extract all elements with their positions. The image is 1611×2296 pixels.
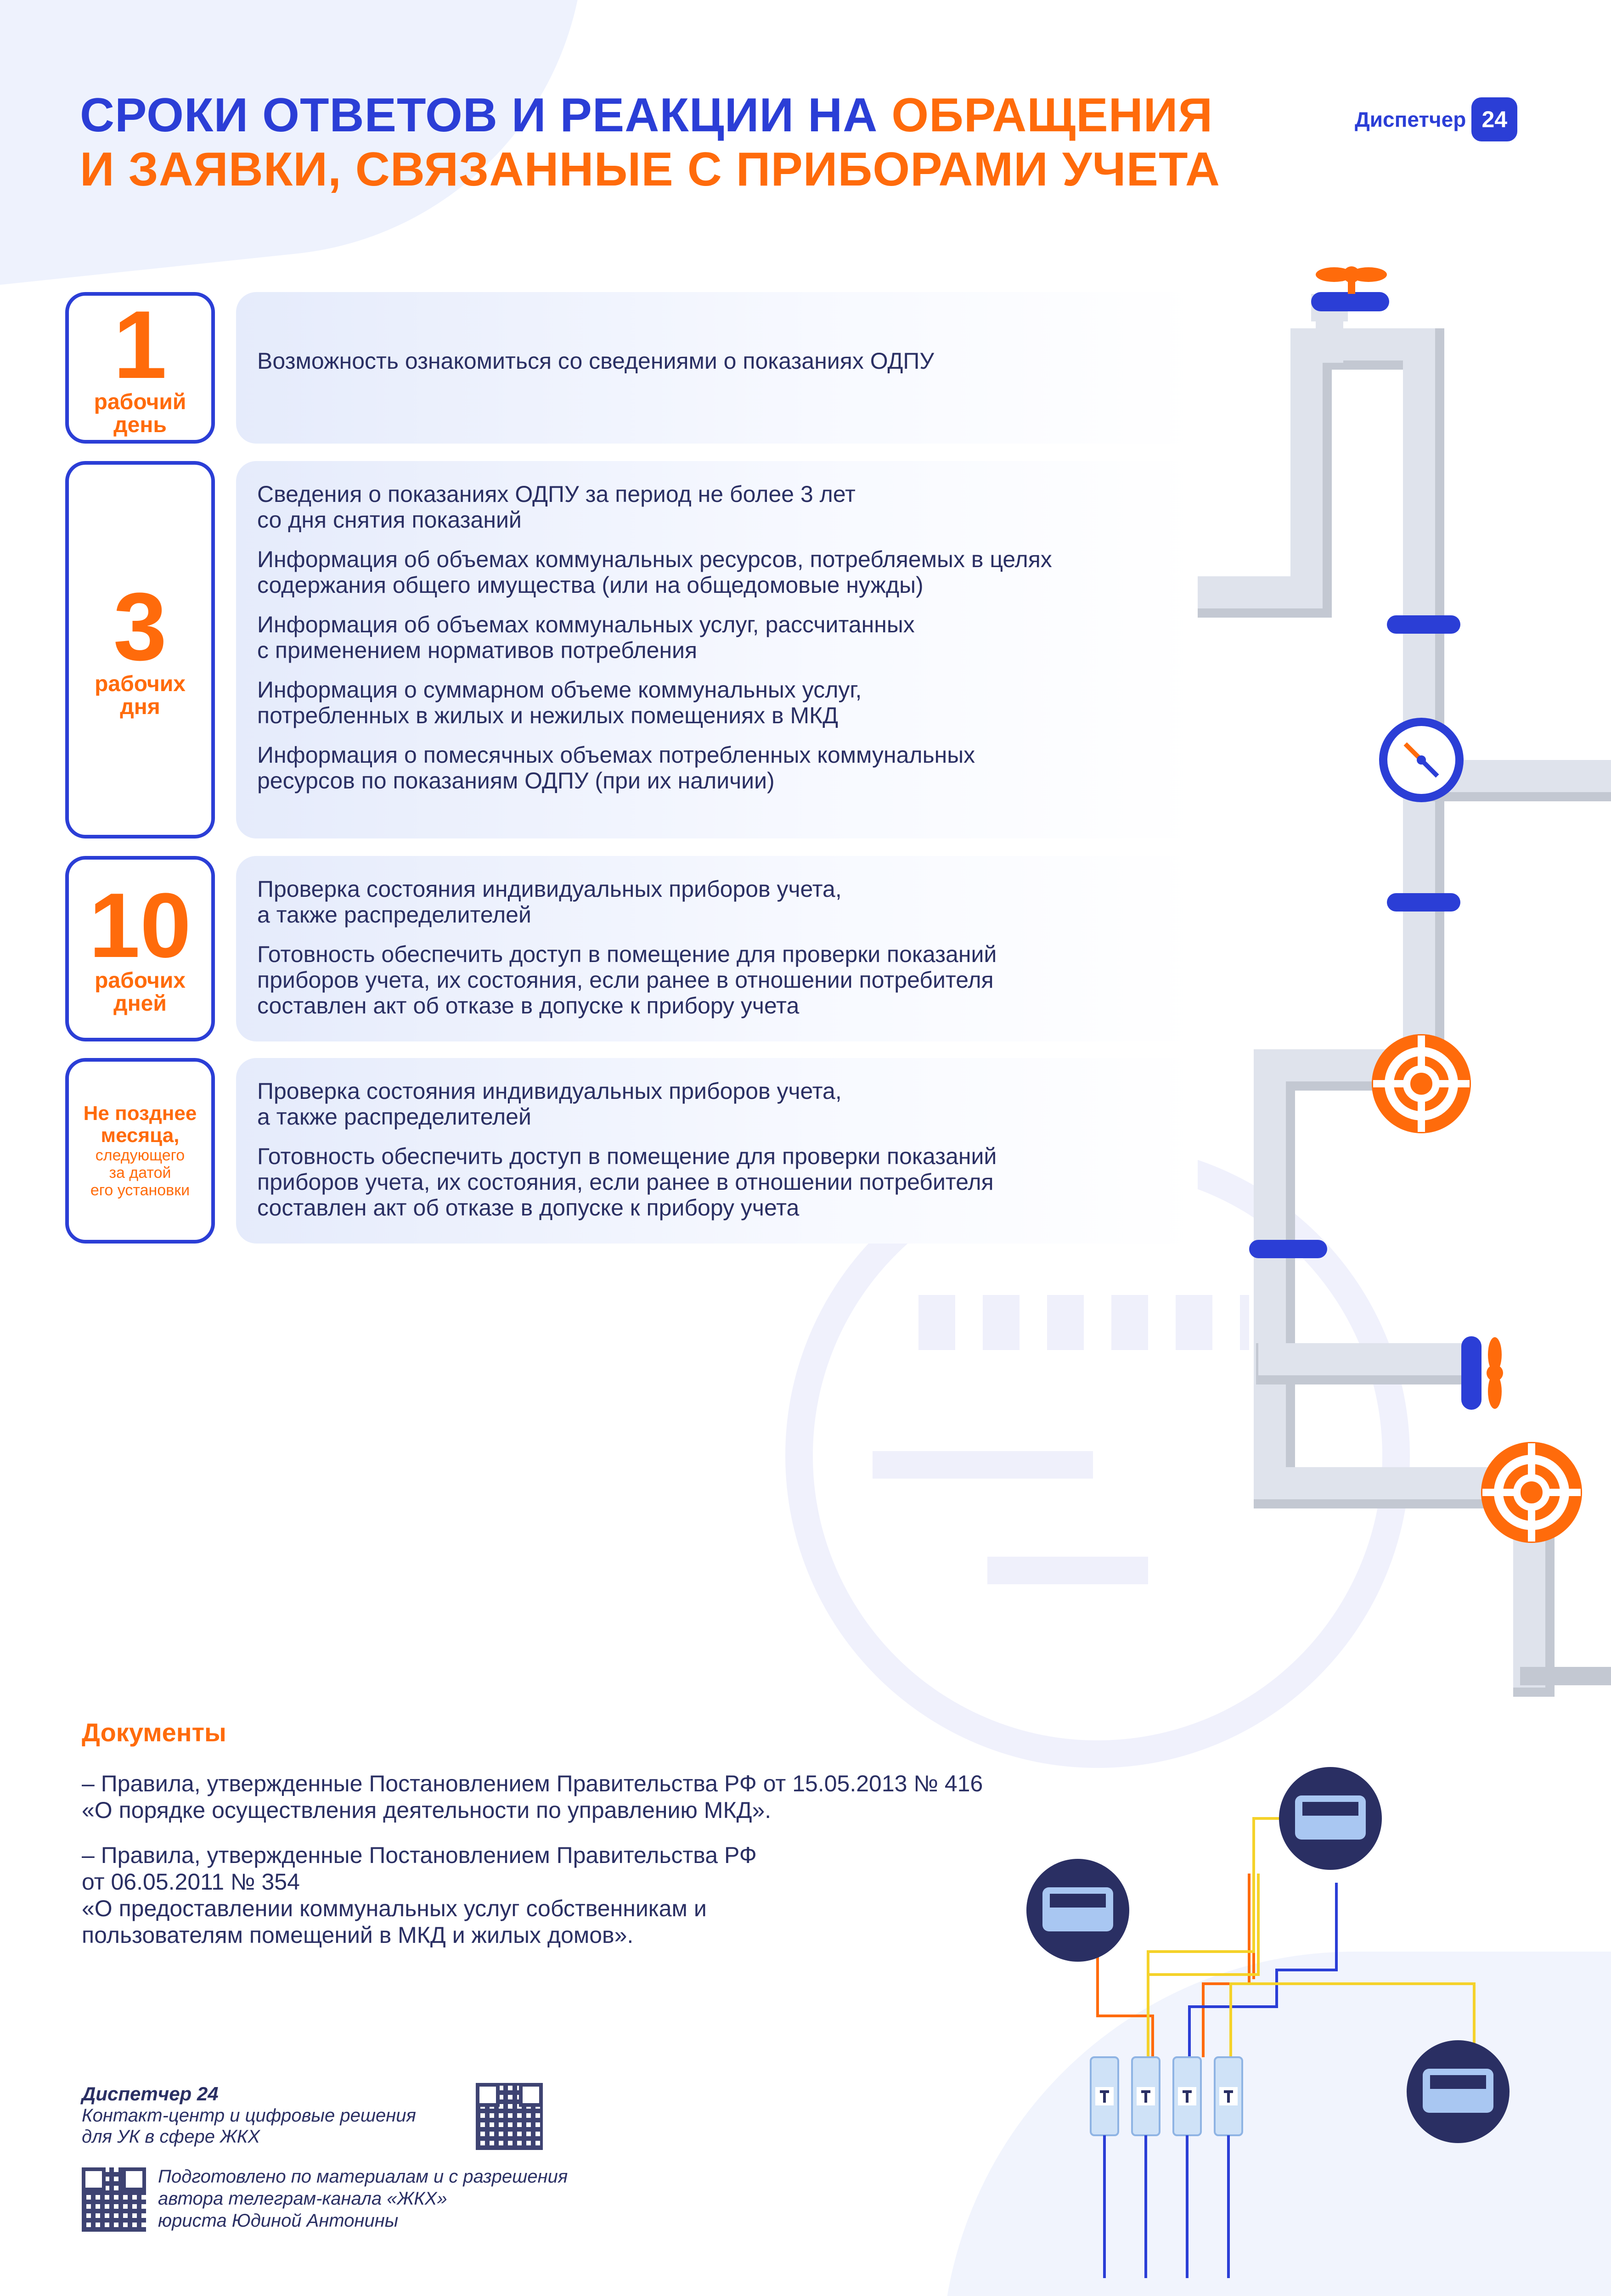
term-card: Проверка состояния индивидуальных прибор… [236,1058,1198,1244]
term-subtitle: следующего за датой его установки [90,1147,190,1199]
card-item: Готовность обеспечить доступ в помещение… [257,1143,997,1221]
term-badge: 3 рабочих дня [65,461,215,838]
term-number: 1 [113,291,167,399]
page-title: СРОКИ ОТВЕТОВ И РЕАКЦИИ НА ОБРАЩЕНИЯ И З… [80,88,1320,197]
logo-badge: 24 [1471,97,1518,141]
term-card: Проверка состояния индивидуальных прибор… [236,856,1198,1041]
title-part: И ЗАЯВКИ, СВЯЗАННЫЕ С ПРИБОРАМИ УЧЕТА [80,143,1221,196]
card-item: Информация об объемах коммунальных ресур… [257,546,1052,598]
term-number: 3 [113,573,167,681]
pressure-gauge-icon [1379,718,1464,802]
electric-meter-icon [1407,2040,1510,2143]
documents-title: Документы [82,1718,226,1747]
pipe-coupling [1387,893,1460,912]
card-item: Информация о суммарном объеме коммунальн… [257,677,862,728]
card-item: Проверка состояния индивидуальных прибор… [257,876,842,928]
card-item: Проверка состояния индивидуальных прибор… [257,1078,842,1130]
title-part: ОБРАЩЕНИЯ [891,89,1213,142]
card-item: Информация об объемах коммунальных услуг… [257,612,915,663]
title-part: СРОКИ ОТВЕТОВ И РЕАКЦИИ НА [80,89,892,142]
term-badge: 10 рабочих дней [65,856,215,1041]
term-badge: Не позднее месяца, следующего за датой е… [65,1058,215,1244]
card-item: Информация о помесячных объемах потребле… [257,742,975,793]
card-item: Возможность ознакомиться со сведениями о… [257,348,935,374]
qr-code[interactable] [476,2083,543,2150]
footer-subtitle: Контакт-центр и цифровые решения для УК … [82,2105,416,2147]
valve-icon [1461,1336,1503,1410]
card-item: Готовность обеспечить доступ в помещение… [257,941,997,1019]
footer-brand-block: Диспетчер 24 Контакт-центр и цифровые ре… [82,2083,477,2147]
document-item: – Правила, утвержденные Постановлением П… [82,1771,983,1823]
term-unit: рабочий день [94,389,186,437]
documents-section: Документы – Правила, утвержденные Постан… [82,1717,1092,1967]
electric-meter-icon [1279,1767,1382,1870]
card-item: Сведения о показаниях ОДПУ за период не … [257,481,856,533]
term-card: Сведения о показаниях ОДПУ за период не … [236,461,1198,838]
term-title: Не позднее месяца, [83,1102,197,1147]
term-unit: рабочих дня [95,671,186,719]
valve-icon [1311,266,1389,321]
term-unit: рабочих дней [95,968,186,1016]
term-number: 10 [89,874,192,977]
electric-meter-icon [1026,1859,1129,1962]
term-card: Возможность ознакомиться со сведениями о… [236,292,1198,444]
wheel-valve-icon [1372,1034,1471,1133]
timeline-row: 10 рабочих дней Проверка состояния индив… [65,856,1198,1041]
timeline-row: 1 рабочий день Возможность ознакомиться … [65,292,1198,444]
qr-code[interactable] [82,2167,146,2232]
circuit-breakers-icon [1090,2056,1243,2278]
document-item: – Правила, утвержденные Постановлением П… [82,1842,757,1948]
footer-brand: Диспетчер 24 [82,2083,219,2105]
timeline-row: 3 рабочих дня Сведения о показаниях ОДПУ… [65,461,1198,838]
pipe-coupling [1387,615,1460,634]
timeline-row: Не позднее месяца, следующего за датой е… [65,1058,1198,1244]
brand-logo: Диспетчер 24 [1355,97,1518,141]
pipe-coupling [1249,1240,1327,1258]
term-badge: 1 рабочий день [65,292,215,444]
wheel-valve-icon [1481,1442,1582,1543]
footer-credit: Подготовлено по материалам и с разрешени… [158,2167,568,2231]
logo-text: Диспетчер [1355,107,1466,131]
